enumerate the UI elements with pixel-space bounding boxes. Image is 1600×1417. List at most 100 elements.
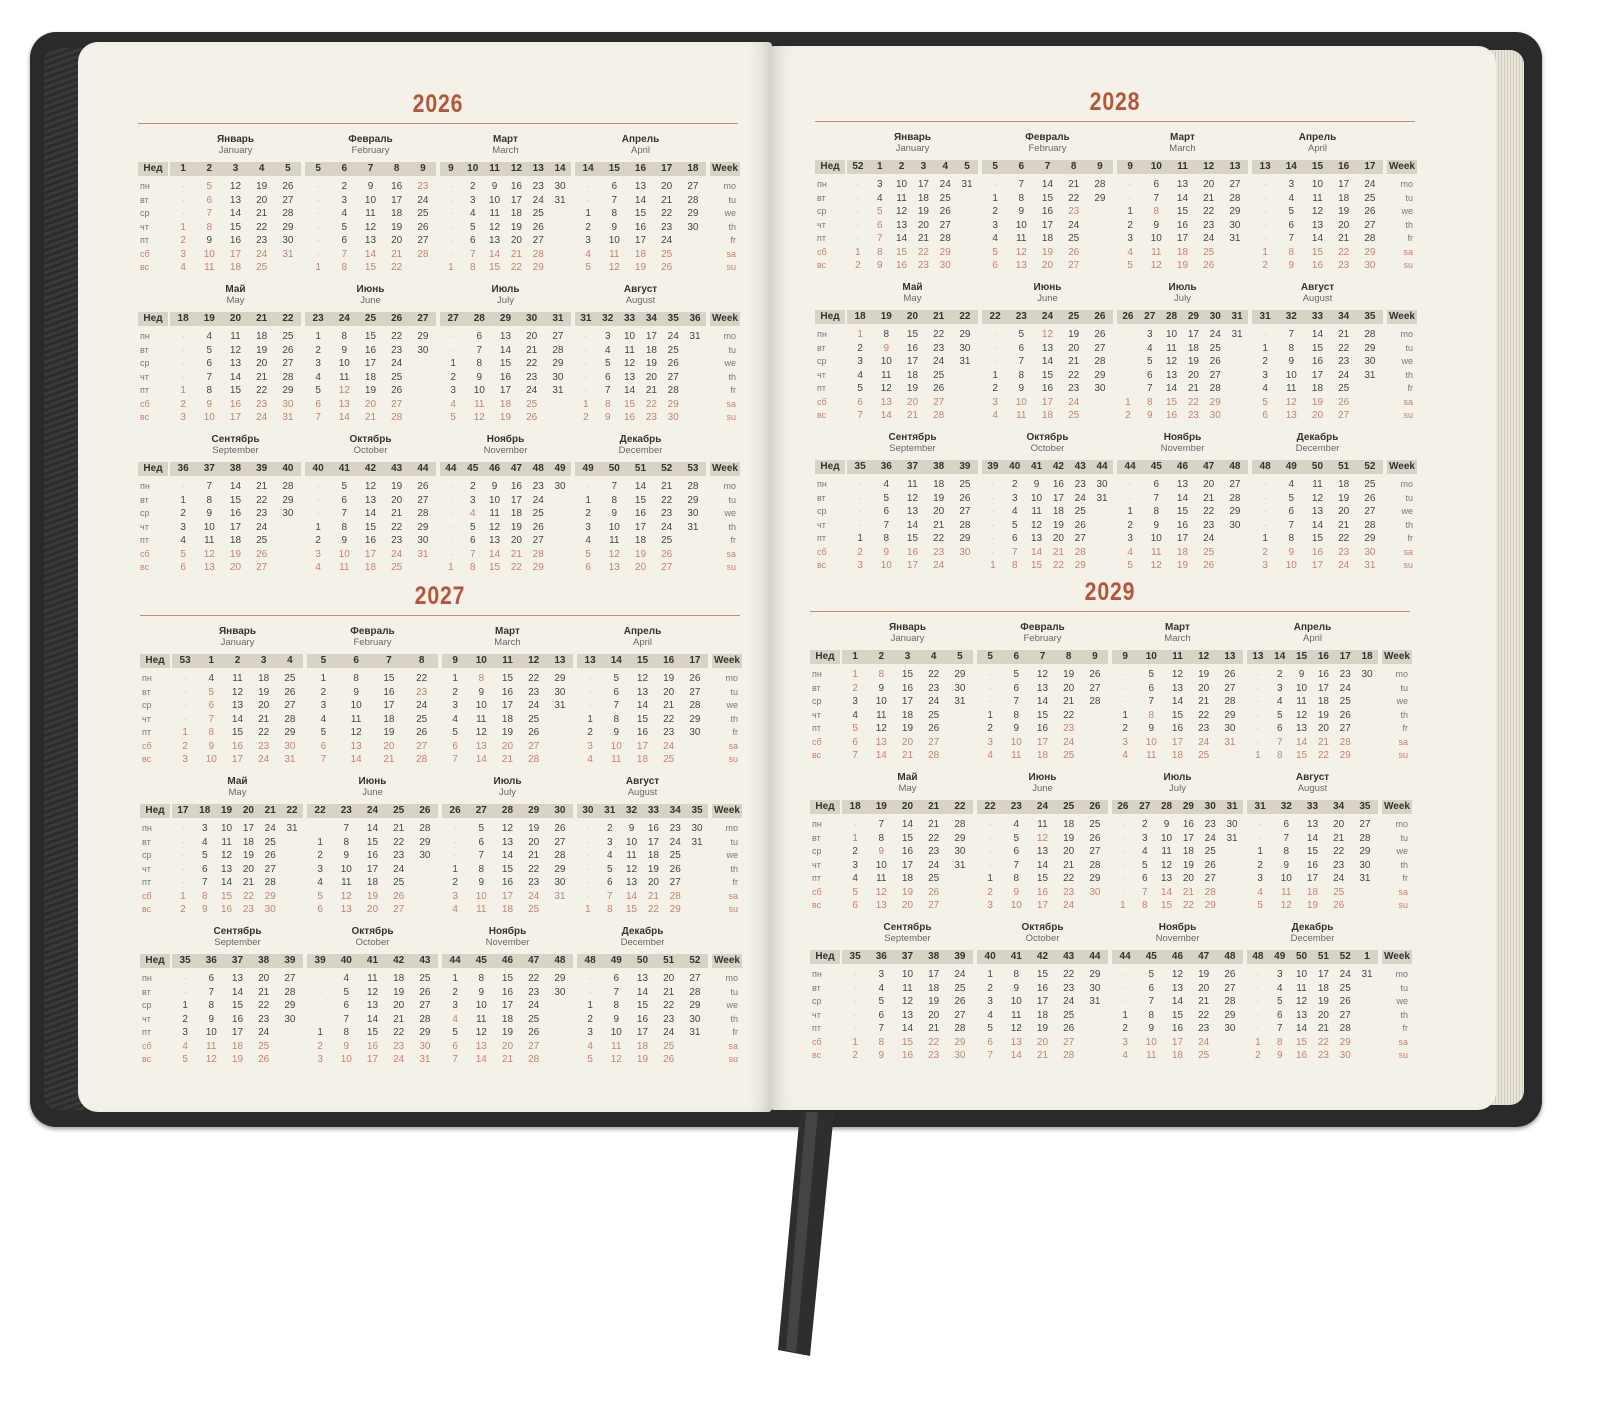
- week-number: 5: [320, 655, 327, 666]
- day-cell: 9: [478, 986, 485, 998]
- day-cell: 2: [992, 383, 998, 394]
- day-cell: 15: [1311, 342, 1324, 354]
- day-cell: 12: [901, 996, 914, 1007]
- empty-day-cell: -: [586, 851, 590, 860]
- weekday-label: th: [730, 713, 738, 724]
- month-name-en: December: [620, 937, 665, 948]
- weekday-label: пт: [812, 1023, 821, 1033]
- day-cell: 20: [661, 181, 673, 192]
- day-cell: 19: [499, 412, 512, 423]
- month-name-en: December: [618, 445, 663, 456]
- weekday-label: we: [1396, 846, 1408, 856]
- day-cell: 18: [1171, 750, 1184, 761]
- week-number: 32: [1285, 311, 1297, 322]
- day-cell: 21: [1182, 886, 1194, 898]
- day-cell: 28: [667, 385, 679, 396]
- week-number: 15: [1296, 651, 1308, 662]
- day-cell: 3: [182, 1027, 188, 1038]
- day-cell: 6: [611, 181, 618, 192]
- week-number-band: [842, 950, 973, 964]
- day-cell: 2: [1127, 519, 1133, 531]
- day-cell: 17: [1052, 492, 1064, 504]
- empty-day-cell: -: [316, 249, 320, 259]
- week-number-band: [305, 462, 436, 476]
- day-cell: 3: [1122, 736, 1128, 748]
- day-cell: 18: [229, 535, 242, 546]
- day-row: 3 10 17 24: [977, 736, 1108, 750]
- month-name-en: January: [220, 637, 255, 648]
- day-row: 4 11 18 25: [1252, 382, 1383, 396]
- week-number-band: [305, 312, 436, 326]
- day-cell: 14: [1311, 329, 1324, 340]
- day-row: 3 10 17 24: [982, 219, 1113, 233]
- day-row: - 5 12 19 26: [1117, 355, 1248, 369]
- day-row: - 3 10 17 24 31: [847, 178, 978, 192]
- day-cell: 10: [475, 1000, 487, 1011]
- week-number-band: [842, 650, 973, 664]
- week-number: 18: [177, 313, 189, 324]
- month-name-ru: Март: [495, 626, 520, 637]
- day-row: 5 12 19 26: [1117, 259, 1248, 273]
- day-cell: 12: [626, 863, 638, 875]
- week-number: 39: [314, 955, 326, 966]
- day-cell: 9: [353, 686, 359, 698]
- day-row: 1 8 15 22 29: [1247, 845, 1378, 859]
- day-cell: 7: [341, 508, 348, 519]
- month-name-en: August: [627, 787, 658, 798]
- day-cell: 19: [634, 548, 647, 560]
- month-row: Нед пн вт ср чт пт сб вс Week mo tu we th fr sa su Сентя…: [815, 432, 1417, 572]
- day-cell: 14: [906, 519, 919, 531]
- day-cell: 18: [933, 479, 945, 490]
- weekday-label: we: [1396, 696, 1408, 706]
- day-row: 3 10 17 24 31: [575, 521, 706, 535]
- day-cell: 6: [476, 331, 483, 342]
- day-cell: 10: [626, 836, 638, 848]
- week-number: 6: [1013, 651, 1020, 662]
- day-row: - 4 11 18 25: [305, 207, 436, 221]
- day-cell: 23: [928, 682, 940, 694]
- day-cell: 12: [1171, 669, 1184, 680]
- day-cell: 24: [1203, 233, 1215, 244]
- day-cell: 6: [206, 194, 213, 206]
- day-cell: 1: [1262, 533, 1268, 544]
- day-row: 4 11 18 25: [440, 398, 571, 412]
- day-row: 3 10 17 24 31: [172, 753, 303, 767]
- day-cell: 18: [1338, 479, 1350, 490]
- day-cell: 28: [1089, 696, 1101, 707]
- day-row: - 6 13 20 27: [575, 371, 706, 385]
- day-cell: 15: [364, 262, 377, 273]
- day-cell: 22: [933, 533, 945, 544]
- day-cell: 12: [475, 1027, 487, 1038]
- day-cell: 24: [933, 560, 945, 571]
- day-row: 1 8 15 22 29: [842, 1036, 973, 1050]
- day-cell: 11: [339, 371, 350, 383]
- day-cell: 17: [1036, 900, 1049, 911]
- day-cell: 31: [552, 385, 564, 396]
- day-row: - 4 11 18 25: [1252, 192, 1383, 206]
- weekday-label: сб: [817, 546, 827, 557]
- day-cell: 23: [528, 686, 540, 698]
- day-cell: 21: [1203, 492, 1215, 504]
- day-row: 1 8 15 22 29: [1117, 205, 1248, 219]
- day-cell: 16: [901, 682, 914, 694]
- month-name-ru: Апрель: [1293, 622, 1332, 633]
- day-cell: 19: [901, 886, 914, 898]
- day-row: - 7 14 21 28: [1117, 382, 1248, 396]
- day-cell: 21: [1333, 832, 1345, 844]
- weekday-label: ср: [812, 846, 822, 856]
- day-cell: 19: [1176, 260, 1189, 271]
- day-cell: 30: [554, 986, 566, 998]
- weekday-label: чт: [142, 863, 151, 874]
- day-cell: 2: [1127, 219, 1133, 231]
- day-cell: 4: [450, 398, 456, 410]
- left-page: [78, 42, 772, 1112]
- day-cell: 24: [1338, 369, 1350, 381]
- day-cell: 7: [1011, 546, 1018, 558]
- week-header-ru: Нед: [810, 800, 840, 814]
- day-cell: 13: [1311, 219, 1324, 231]
- day-row: - 6 13 20 27: [440, 534, 571, 548]
- day-cell: 16: [636, 1013, 649, 1025]
- weekday-label: sa: [728, 740, 738, 751]
- week-number-band: [172, 804, 303, 818]
